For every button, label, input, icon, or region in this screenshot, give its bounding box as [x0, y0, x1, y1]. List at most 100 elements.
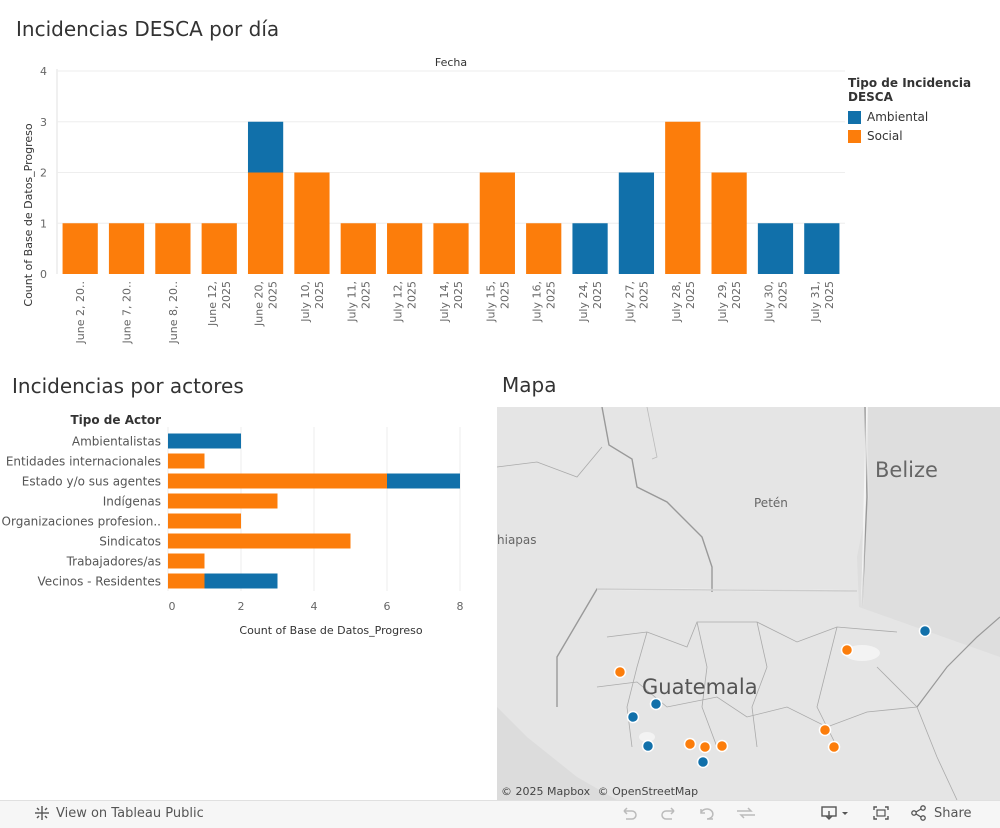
- undo-button[interactable]: [620, 805, 638, 821]
- map-label-guatemala: Guatemala: [642, 675, 758, 699]
- daily-x-tick-label: July 11,: [345, 281, 358, 323]
- tableau-logo-icon: [35, 806, 49, 820]
- daily-x-tick: July 31, 2025: [809, 281, 836, 323]
- map-panel[interactable]: Belize Petén hiapas Guatemala © 2025 Map…: [497, 407, 1000, 800]
- daily-x-tick-label: July 29,: [716, 281, 729, 323]
- actors-bar-ambiental[interactable]: [204, 573, 278, 589]
- view-on-tableau-button[interactable]: View on Tableau Public: [34, 805, 204, 821]
- map-point-social[interactable]: [698, 740, 712, 754]
- actors-x-tick-label: 6: [384, 600, 391, 613]
- daily-bar-social[interactable]: [526, 223, 562, 274]
- daily-x-tick-label-year: 2025: [545, 281, 558, 309]
- daily-x-tick: July 16, 2025: [531, 281, 558, 323]
- fullscreen-button[interactable]: [872, 805, 890, 821]
- daily-x-tick-label: June 12,: [206, 281, 219, 327]
- daily-bar-ambiental[interactable]: [757, 223, 794, 274]
- actors-bar-social[interactable]: [168, 453, 205, 469]
- daily-x-tick-label: June 7, 20..: [121, 281, 134, 344]
- legend-label-social: Social: [867, 129, 903, 143]
- daily-x-tick: June 7, 20..: [121, 281, 134, 344]
- actors-bar-social[interactable]: [168, 573, 205, 589]
- map-attribution-osm[interactable]: © OpenStreetMap: [597, 785, 699, 798]
- daily-y-tick-label: 1: [40, 217, 47, 230]
- actors-bar-social[interactable]: [168, 493, 278, 509]
- daily-y-tick-label: 0: [40, 268, 47, 281]
- actors-bar-social[interactable]: [168, 473, 387, 489]
- daily-x-tick-label-year: 2025: [823, 281, 836, 309]
- daily-chart-title: Incidencias DESCA por día: [16, 17, 280, 41]
- daily-x-tick-label: July 24,: [577, 281, 590, 323]
- map-label-peten: Petén: [754, 496, 788, 510]
- actors-category-label: Vecinos - Residentes: [38, 575, 161, 589]
- actors-category-label: Entidades internacionales: [6, 455, 161, 469]
- daily-x-tick: July 14, 2025: [438, 281, 465, 323]
- actors-category-label: Trabajadores/as: [66, 555, 161, 569]
- actors-bar-social[interactable]: [168, 533, 351, 549]
- map-point-ambiental[interactable]: [641, 739, 655, 753]
- map-attribution-mapbox[interactable]: © 2025 Mapbox: [501, 785, 591, 798]
- map-canvas[interactable]: Belize Petén hiapas Guatemala: [497, 407, 1000, 800]
- actors-bar-ambiental[interactable]: [387, 473, 460, 489]
- actors-bars: [168, 433, 460, 589]
- share-label: Share: [934, 805, 972, 821]
- daily-bar-social[interactable]: [479, 172, 515, 275]
- daily-bar-social[interactable]: [62, 223, 98, 274]
- daily-x-tick: June 12, 2025: [206, 281, 233, 327]
- daily-bar-social[interactable]: [433, 223, 469, 274]
- daily-x-axis-title: Fecha: [435, 56, 467, 69]
- map-points: [613, 624, 932, 769]
- daily-bar-social[interactable]: [665, 121, 701, 274]
- map-point-ambiental[interactable]: [918, 624, 932, 638]
- daily-bar-ambiental[interactable]: [804, 223, 840, 274]
- daily-bar-social[interactable]: [201, 223, 237, 274]
- map-point-social[interactable]: [715, 739, 729, 753]
- daily-x-tick-label: July 10,: [299, 281, 312, 323]
- map-point-ambiental[interactable]: [649, 697, 663, 711]
- redo-icon: [661, 807, 675, 820]
- map-point-social[interactable]: [827, 740, 841, 754]
- daily-x-tick-label: July 31,: [809, 281, 822, 323]
- daily-bar-social[interactable]: [155, 223, 191, 274]
- daily-bar-social[interactable]: [247, 172, 284, 275]
- actors-bar-social[interactable]: [168, 513, 241, 529]
- daily-bar-ambiental[interactable]: [572, 223, 608, 274]
- daily-bar-social[interactable]: [711, 172, 747, 275]
- legend: Tipo de Incidencia DESCA Ambiental Socia…: [848, 76, 1000, 143]
- share-button[interactable]: Share: [910, 805, 972, 821]
- map-point-ambiental[interactable]: [696, 755, 710, 769]
- map-border-chiapas: [497, 446, 603, 478]
- daily-x-tick-label-year: 2025: [498, 281, 511, 309]
- map-point-social[interactable]: [683, 737, 697, 751]
- redo-button[interactable]: [660, 805, 678, 821]
- daily-x-tick: July 30, 2025: [762, 281, 789, 323]
- legend-title: Tipo de Incidencia DESCA: [848, 76, 972, 104]
- map-dept-border-1: [606, 621, 898, 648]
- actors-bar-ambiental[interactable]: [168, 433, 241, 449]
- daily-bar-social[interactable]: [340, 223, 376, 274]
- download-icon: [821, 806, 848, 820]
- actors-x-tick-label: 0: [169, 600, 176, 613]
- daily-bar-ambiental[interactable]: [618, 172, 655, 275]
- daily-x-tick-label-year: 2025: [220, 281, 233, 309]
- download-button[interactable]: [820, 805, 850, 821]
- map-point-social[interactable]: [818, 723, 832, 737]
- actors-bar-social[interactable]: [168, 553, 205, 569]
- daily-bar-social[interactable]: [387, 223, 423, 274]
- map-point-social[interactable]: [840, 643, 854, 657]
- daily-y-tick-label: 4: [40, 65, 47, 78]
- legend-item-ambiental[interactable]: Ambiental: [848, 110, 1000, 124]
- map-coast-region: [497, 707, 617, 800]
- daily-bar-social[interactable]: [294, 172, 330, 275]
- map-border-river: [646, 407, 658, 460]
- map-point-social[interactable]: [613, 665, 627, 679]
- tableau-toolbar: View on Tableau Public Share: [0, 800, 1000, 828]
- refresh-button[interactable]: [734, 805, 758, 821]
- map-point-ambiental[interactable]: [626, 710, 640, 724]
- revert-button[interactable]: [698, 805, 718, 821]
- daily-x-tick-label: July 30,: [762, 281, 775, 323]
- daily-x-tick-label-year: 2025: [684, 281, 697, 309]
- daily-bar-ambiental[interactable]: [247, 121, 284, 173]
- daily-bar-social[interactable]: [108, 223, 145, 274]
- map-dept-border-5: [751, 621, 768, 748]
- legend-item-social[interactable]: Social: [848, 129, 1000, 143]
